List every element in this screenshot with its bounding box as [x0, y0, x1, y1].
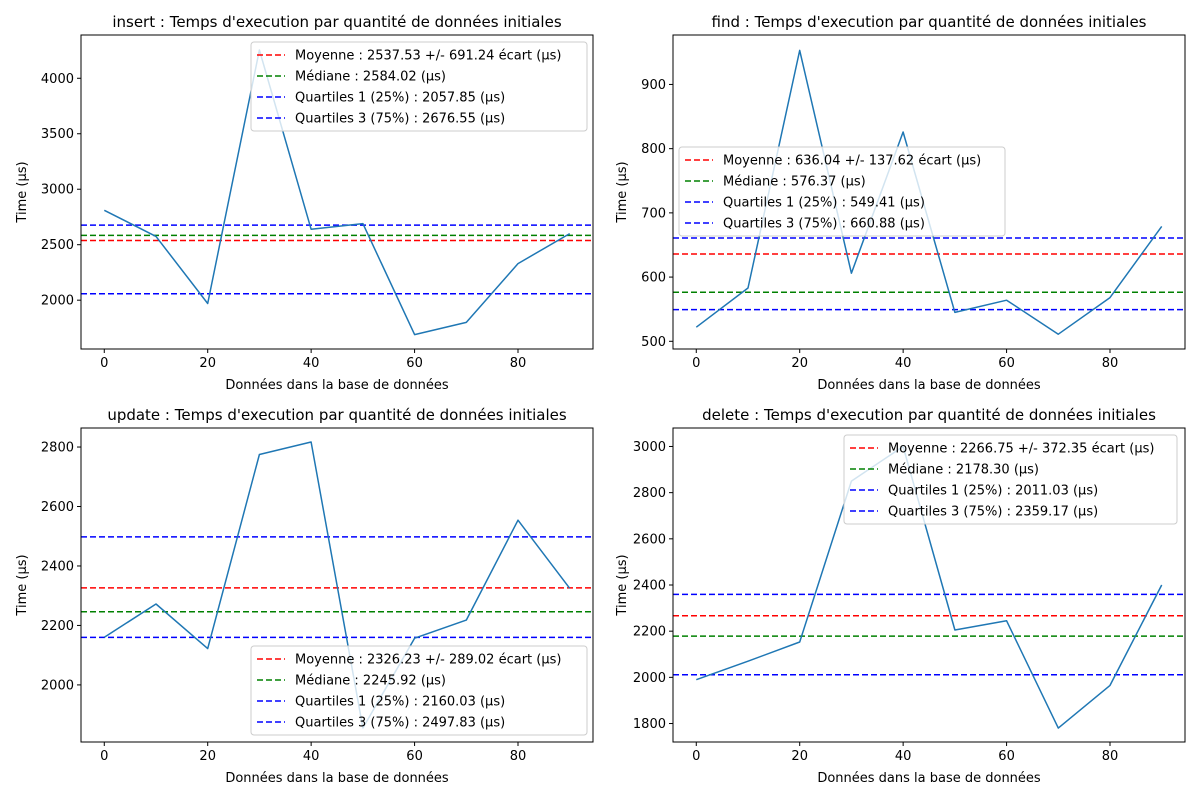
x-axis-label: Données dans la base de données — [225, 771, 449, 786]
legend-entry: Moyenne : 2266.75 +/- 372.35 écart (µs) — [888, 442, 1154, 457]
x-tick-label: 40 — [895, 749, 912, 764]
y-tick-label: 800 — [641, 142, 666, 157]
y-tick-label: 500 — [641, 335, 666, 350]
y-tick-label: 3000 — [41, 183, 74, 198]
legend-entry: Moyenne : 2537.53 +/- 691.24 écart (µs) — [295, 49, 561, 64]
x-tick-label: 20 — [199, 356, 216, 371]
y-tick-label: 3500 — [41, 127, 74, 142]
x-tick-label: 40 — [895, 356, 912, 371]
x-axis-label: Données dans la base de données — [817, 771, 1041, 786]
legend-entry: Quartiles 1 (25%) : 2160.03 (µs) — [295, 695, 505, 710]
y-tick-label: 900 — [641, 78, 666, 93]
y-tick-label: 2500 — [41, 238, 74, 253]
x-tick-label: 0 — [692, 356, 700, 371]
y-tick-label: 2000 — [41, 294, 74, 309]
legend-entry: Quartiles 3 (75%) : 2359.17 (µs) — [888, 505, 1098, 520]
series-line — [103, 441, 571, 729]
y-tick-label: 2200 — [633, 625, 666, 640]
axes-frame — [80, 34, 594, 350]
y-tick-label: 2400 — [633, 579, 666, 594]
y-axis-label: Time (µs) — [615, 161, 630, 223]
x-tick-label: 80 — [1102, 749, 1119, 764]
y-tick-label: 2600 — [41, 500, 74, 515]
x-axis-label: Données dans la base de données — [817, 378, 1041, 393]
x-tick-label: 20 — [199, 749, 216, 764]
legend-entry: Médiane : 2584.02 (µs) — [295, 70, 446, 85]
x-tick-label: 60 — [406, 356, 423, 371]
y-tick-label: 2200 — [41, 619, 74, 634]
legend-entry: Quartiles 3 (75%) : 2676.55 (µs) — [295, 112, 505, 127]
legend: Moyenne : 2326.23 +/- 289.02 écart (µs) M… — [250, 645, 588, 736]
chart-title: delete : Temps d'execution par quantité … — [702, 406, 1156, 424]
legend-entry: Médiane : 2178.30 (µs) — [888, 463, 1039, 478]
y-tick-label: 600 — [641, 271, 666, 286]
axes-frame — [672, 34, 1186, 350]
legend-box — [678, 146, 1006, 237]
legend-box — [250, 645, 588, 736]
legend-entry: Quartiles 3 (75%) : 2497.83 (µs) — [295, 716, 505, 731]
x-tick-label: 60 — [998, 356, 1015, 371]
x-tick-label: 40 — [303, 749, 320, 764]
axes-frame — [80, 427, 594, 743]
y-tick-label: 700 — [641, 206, 666, 221]
chart-title: insert : Temps d'execution par quantité … — [112, 13, 561, 31]
x-tick-label: 0 — [692, 749, 700, 764]
charts-container: insert : Temps d'execution par quantité … — [15, 13, 1186, 786]
chart-panel-3: delete : Temps d'execution par quantité … — [615, 406, 1186, 786]
chart-title: find : Temps d'execution par quantité de… — [712, 13, 1147, 31]
y-axis-label: Time (µs) — [15, 554, 30, 616]
series-line — [696, 445, 1163, 729]
legend-entry: Médiane : 576.37 (µs) — [723, 175, 866, 190]
y-tick-label: 2000 — [41, 678, 74, 693]
y-axis-label: Time (µs) — [15, 161, 30, 223]
y-tick-label: 2800 — [633, 486, 666, 501]
legend-box — [250, 41, 588, 132]
chart-panel-1: find : Temps d'execution par quantité de… — [615, 13, 1186, 393]
y-tick-label: 3000 — [633, 440, 666, 455]
legend-entry: Médiane : 2245.92 (µs) — [295, 674, 446, 689]
x-tick-label: 60 — [406, 749, 423, 764]
chart-panel-0: insert : Temps d'execution par quantité … — [15, 13, 594, 393]
legend-entry: Quartiles 1 (25%) : 2057.85 (µs) — [295, 91, 505, 106]
x-tick-label: 80 — [510, 356, 527, 371]
x-tick-label: 40 — [303, 356, 320, 371]
legend: Moyenne : 2537.53 +/- 691.24 écart (µs) M… — [250, 41, 588, 132]
series-line — [103, 49, 571, 336]
legend-entry: Moyenne : 636.04 +/- 137.62 écart (µs) — [723, 154, 981, 169]
x-tick-label: 0 — [100, 356, 108, 371]
legend-entry: Quartiles 1 (25%) : 2011.03 (µs) — [888, 484, 1098, 499]
y-axis-label: Time (µs) — [615, 554, 630, 616]
y-tick-label: 2800 — [41, 441, 74, 456]
y-tick-label: 2400 — [41, 559, 74, 574]
legend: Moyenne : 2266.75 +/- 372.35 écart (µs) M… — [843, 434, 1178, 525]
legend-entry: Quartiles 1 (25%) : 549.41 (µs) — [723, 196, 925, 211]
x-tick-label: 60 — [998, 749, 1015, 764]
y-tick-label: 2000 — [633, 671, 666, 686]
chart-panel-2: update : Temps d'execution par quantité … — [15, 406, 594, 786]
legend-entry: Moyenne : 2326.23 +/- 289.02 écart (µs) — [295, 653, 561, 668]
chart-title: update : Temps d'execution par quantité … — [107, 406, 567, 424]
y-tick-label: 4000 — [41, 72, 74, 87]
x-tick-label: 80 — [510, 749, 527, 764]
x-tick-label: 80 — [1102, 356, 1119, 371]
x-tick-label: 20 — [791, 356, 808, 371]
legend: Moyenne : 636.04 +/- 137.62 écart (µs) Mé… — [678, 146, 1006, 237]
x-axis-label: Données dans la base de données — [225, 378, 449, 393]
y-tick-label: 1800 — [633, 717, 666, 732]
legend-entry: Quartiles 3 (75%) : 660.88 (µs) — [723, 217, 925, 232]
y-tick-label: 2600 — [633, 532, 666, 547]
x-tick-label: 20 — [791, 749, 808, 764]
x-tick-label: 0 — [100, 749, 108, 764]
legend-box — [843, 434, 1178, 525]
